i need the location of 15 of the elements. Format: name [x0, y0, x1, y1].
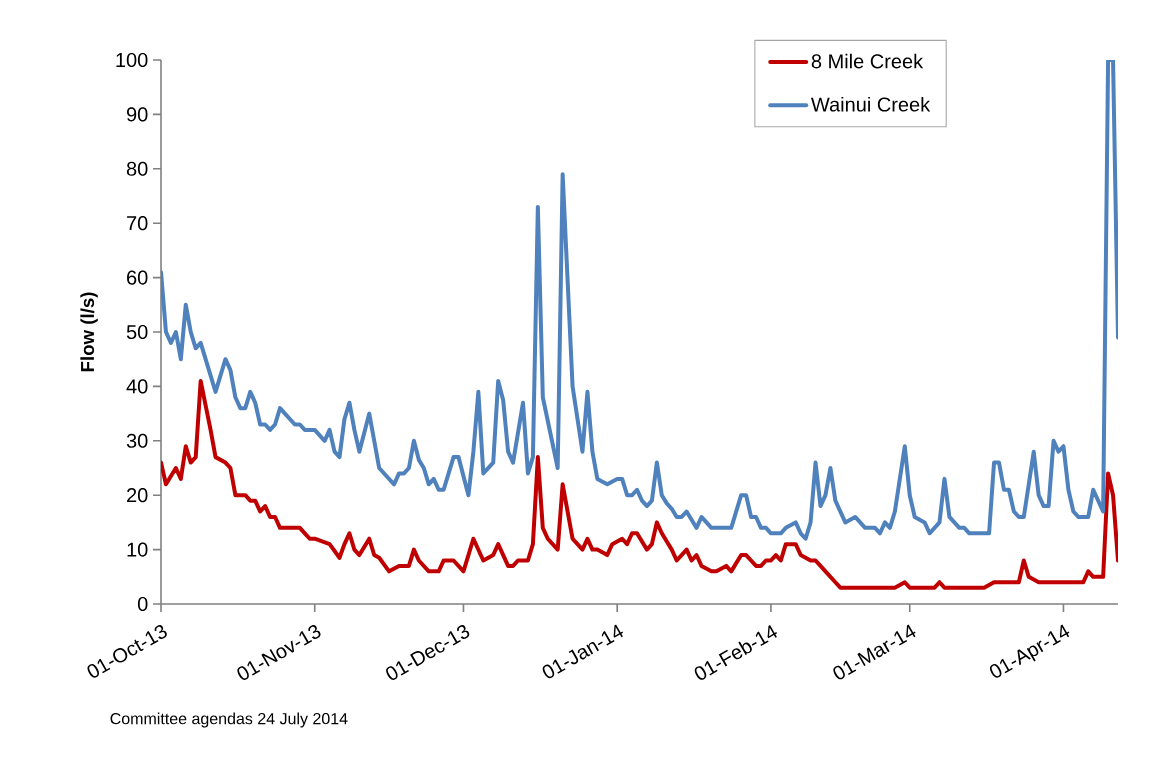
y-tick-label: 20	[127, 488, 148, 503]
y-tick-label: 30	[126, 433, 148, 448]
y-tick-label: 10	[127, 542, 148, 557]
y-tick-label: 90	[126, 107, 148, 122]
y-tick-label: 50	[126, 324, 148, 340]
text: Committee agendas 24 July 2014	[110, 712, 348, 728]
y-tick-label: 60	[127, 270, 148, 285]
y-tick-label: 70	[127, 216, 148, 231]
y-tick-label: 0	[137, 596, 148, 612]
y-tick-label: 80	[126, 161, 148, 176]
y-axis-title: Flow (l/s)	[80, 292, 98, 372]
legend-label: Wainui Creek	[811, 96, 931, 112]
y-tick-label: 40	[126, 379, 148, 394]
y-tick-label: 100	[116, 52, 148, 68]
legend-label: 8 Mile Creek	[811, 53, 924, 69]
